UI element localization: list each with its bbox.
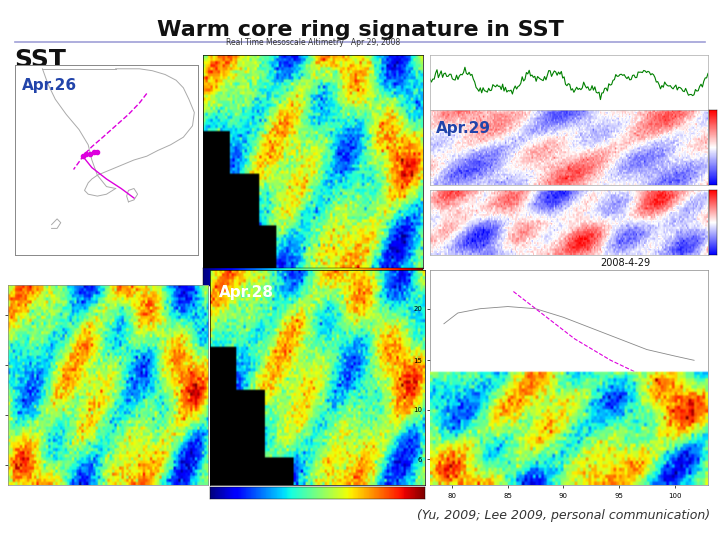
Text: (Yu, 2009; Lee 2009, personal communication): (Yu, 2009; Lee 2009, personal communicat… <box>417 509 710 522</box>
Text: SSH: SSH <box>14 285 70 309</box>
Text: Apr.26: Apr.26 <box>22 78 78 93</box>
Text: Apr.29: Apr.29 <box>436 122 490 136</box>
Text: Real Time Mesoscale Altimetry   Apr 29, 2008: Real Time Mesoscale Altimetry Apr 29, 20… <box>226 38 400 47</box>
Text: 2008-4-29: 2008-4-29 <box>600 258 650 268</box>
Text: Warm core ring signature in SST: Warm core ring signature in SST <box>156 20 564 40</box>
Text: SST: SST <box>14 48 66 72</box>
Text: Apr.28: Apr.28 <box>219 285 274 300</box>
